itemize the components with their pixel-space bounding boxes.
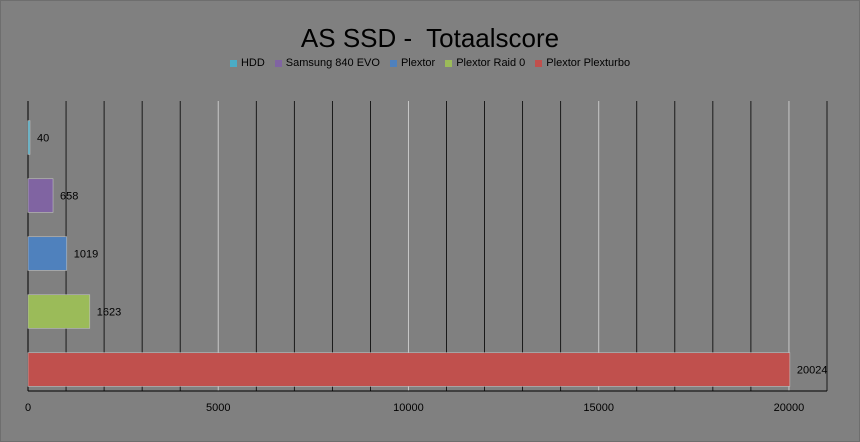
legend-item-samsung-840-evo: Samsung 840 EVO bbox=[274, 57, 380, 69]
x-tick-label-15000: 15000 bbox=[583, 402, 614, 414]
legend-item-hdd: HDD bbox=[229, 57, 265, 69]
data-label-plextor: 1019 bbox=[74, 249, 98, 261]
legend: HDD Samsung 840 EVO Plextor Plextor Raid… bbox=[1, 57, 859, 69]
data-label-samsung-840-evo: 658 bbox=[60, 191, 78, 203]
bar-samsung-840-evo bbox=[27, 178, 54, 213]
legend-item-plextor-raid-0: Plextor Raid 0 bbox=[445, 57, 525, 69]
data-label-plextor-plexturbo: 20024 bbox=[797, 365, 828, 377]
legend-label-plextor-raid-0: Plextor Raid 0 bbox=[456, 57, 526, 69]
data-label-plextor-raid-0: 1623 bbox=[97, 307, 121, 319]
bar-plextor-raid-0 bbox=[27, 294, 91, 329]
bar-plextor-plexturbo bbox=[27, 352, 791, 387]
legend-label-plextor-plexturbo: Plextor Plexturbo bbox=[546, 57, 631, 69]
data-label-hdd: 40 bbox=[37, 133, 49, 145]
legend-swatch-plextor bbox=[389, 59, 397, 67]
legend-label-samsung-840-evo: Samsung 840 EVO bbox=[285, 57, 380, 69]
x-tick-label-5000: 5000 bbox=[206, 402, 230, 414]
legend-label-plextor: Plextor bbox=[400, 57, 436, 69]
legend-item-plextor-plexturbo: Plextor Plexturbo bbox=[535, 57, 630, 69]
legend-item-plextor: Plextor bbox=[389, 57, 436, 69]
x-tick-label-20000: 20000 bbox=[774, 402, 805, 414]
legend-swatch-plextor-plexturbo bbox=[535, 59, 543, 67]
legend-swatch-samsung-840-evo bbox=[274, 59, 282, 67]
legend-swatch-plextor-raid-0 bbox=[445, 59, 453, 67]
legend-swatch-hdd bbox=[229, 59, 237, 67]
chart-title: AS SSD - Totaalscore bbox=[300, 23, 560, 53]
x-tick-label-0: 0 bbox=[25, 402, 31, 414]
legend-label-hdd: HDD bbox=[240, 57, 265, 69]
bar-hdd bbox=[27, 120, 31, 155]
bar-plextor bbox=[27, 236, 68, 271]
x-tick-label-10000: 10000 bbox=[393, 402, 424, 414]
